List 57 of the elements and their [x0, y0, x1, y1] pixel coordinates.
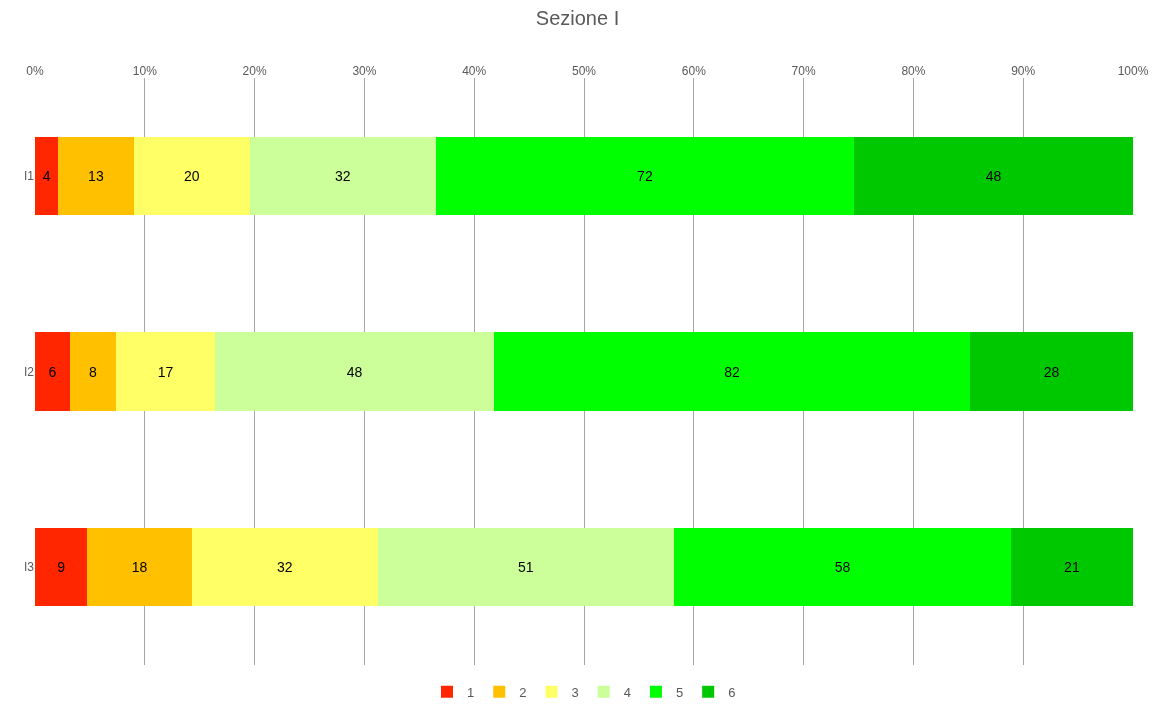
- bar: [1011, 528, 1133, 607]
- legend-label: 1: [467, 684, 475, 700]
- bar: [116, 332, 216, 411]
- legend-label: 6: [728, 684, 736, 700]
- data-label: 21: [1064, 559, 1080, 576]
- legend-label: 4: [623, 684, 631, 700]
- data-label: 58: [834, 559, 851, 576]
- data-label: 8: [89, 363, 98, 380]
- x2-tick-label: 0%: [26, 63, 44, 78]
- bar: [435, 136, 855, 215]
- data-label: 28: [1043, 363, 1060, 380]
- data-label: 51: [518, 559, 534, 576]
- bar: [133, 136, 250, 215]
- data-label: 82: [724, 363, 741, 380]
- data-label: 4: [42, 167, 51, 184]
- bar: [249, 136, 436, 215]
- bar: [970, 332, 1133, 411]
- bar: [35, 528, 88, 607]
- bar: [493, 332, 971, 411]
- legend-label: 5: [675, 684, 684, 700]
- x2-tick-label: 20%: [242, 63, 267, 78]
- bar: [191, 528, 378, 607]
- data-label: 18: [131, 559, 148, 576]
- y-tick-label: I3: [23, 560, 35, 575]
- data-label: 9: [57, 559, 66, 576]
- x2-tick-label: 90%: [1011, 63, 1036, 78]
- y-tick-label: I2: [23, 364, 35, 379]
- x2-tick-label: 80%: [901, 63, 926, 78]
- bar: [35, 332, 70, 411]
- x2-tick-label: 30%: [352, 63, 377, 78]
- legend-label: 2: [519, 684, 527, 700]
- bar: [87, 528, 192, 607]
- data-label: 20: [183, 167, 200, 184]
- y-tick-label: I1: [23, 169, 35, 184]
- x2-tick-label: 50%: [571, 63, 597, 78]
- data-label: 17: [157, 363, 174, 380]
- bar: [674, 528, 1011, 607]
- data-label: 48: [346, 363, 363, 380]
- x2-tick-label: 100%: [1117, 63, 1149, 78]
- bar: [854, 136, 1133, 215]
- data-label: 13: [88, 167, 104, 184]
- x2-tick-label: 10%: [132, 63, 158, 78]
- x2-tick-label: 70%: [791, 63, 816, 78]
- bar: [377, 528, 675, 607]
- bar: [58, 136, 134, 215]
- bar: [215, 332, 494, 411]
- x2-tick-label: 60%: [681, 63, 707, 78]
- data-label: 32: [276, 559, 293, 576]
- chart-title: Sezione I: [535, 6, 620, 29]
- data-label: 6: [48, 363, 57, 380]
- bar: [69, 332, 117, 411]
- data-label: 32: [335, 167, 351, 184]
- data-label: 72: [637, 167, 653, 184]
- legend-label: 3: [571, 684, 579, 700]
- x2-tick-label: 40%: [462, 63, 487, 78]
- data-label: 48: [985, 167, 1002, 184]
- bar: [35, 136, 59, 215]
